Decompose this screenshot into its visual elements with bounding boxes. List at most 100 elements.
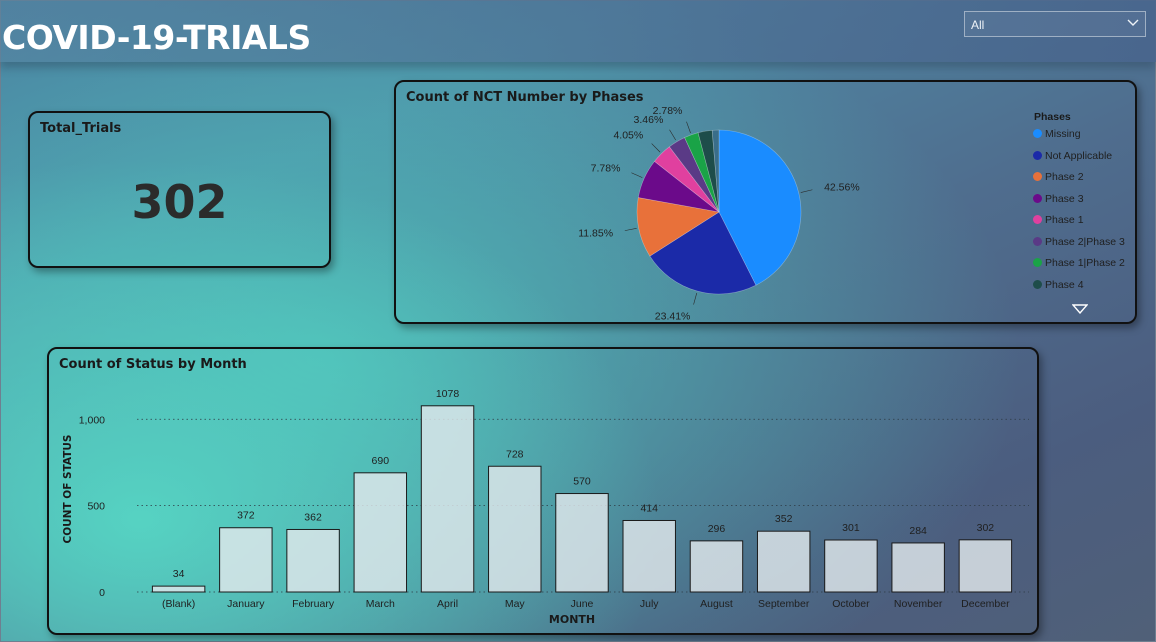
pie-slice-missing[interactable]: [718, 129, 802, 286]
x-tick-label: January: [227, 598, 265, 610]
legend-item-not-applicable[interactable]: Not Applicable: [1033, 150, 1112, 162]
bar-data-label: 302: [977, 522, 995, 534]
x-tick-label: December: [961, 598, 1010, 610]
legend-label: Phase 1|Phase 2: [1045, 257, 1125, 269]
bar-december[interactable]: [958, 539, 1013, 593]
bar-data-label: 34: [173, 568, 185, 580]
bar-data-label: 414: [640, 502, 658, 514]
triangle-down-icon[interactable]: [1072, 304, 1088, 314]
bar-data-label: 728: [506, 448, 524, 460]
x-tick-label: November: [894, 598, 943, 610]
phases-pie-card[interactable]: Count of NCT Number by Phases 42.56% 23.4…: [394, 80, 1137, 324]
pie-data-label: 3.46%: [634, 114, 664, 126]
legend-dot: [1033, 129, 1042, 138]
pie-data-label: 42.56%: [824, 181, 860, 193]
bar-july[interactable]: [622, 519, 676, 593]
bar-chart[interactable]: 0 500 1,000 34 (Blank) 372 January 362 February 6…: [49, 349, 1039, 635]
x-tick-label: May: [505, 598, 526, 610]
pie-leader-line: [693, 292, 698, 305]
bar-august[interactable]: [689, 540, 744, 593]
page-title: COVID-19-TRIALS: [2, 18, 311, 57]
legend-item-phase-4[interactable]: Phase 4: [1033, 279, 1084, 291]
bar-march[interactable]: [353, 472, 408, 593]
legend-item-missing[interactable]: Missing: [1033, 128, 1081, 140]
legend-dot: [1033, 193, 1042, 203]
legend-dot: [1033, 258, 1042, 267]
legend-item-phase-3[interactable]: Phase 3: [1033, 193, 1084, 205]
pie-slice-other[interactable]: [711, 129, 720, 213]
x-tick-label: (Blank): [162, 598, 195, 610]
y-axis-title: COUNT OF STATUS: [62, 435, 74, 544]
kpi-title: Total_Trials: [40, 121, 122, 136]
pie-slice-phase-3[interactable]: [637, 160, 720, 213]
bar-data-label: 352: [775, 513, 793, 525]
pie-chart-title: Count of NCT Number by Phases: [406, 90, 644, 105]
pie-slice-phase-2[interactable]: [636, 197, 720, 257]
header-bar: [0, 0, 1156, 62]
y-tick-label: 1,000: [79, 414, 105, 426]
pie-leader-line: [631, 172, 643, 178]
y-tick-label: 500: [87, 501, 105, 513]
legend-item-phase-1-phase-2[interactable]: Phase 1|Phase 2: [1033, 257, 1125, 269]
pie-slice-not-applicable[interactable]: [649, 211, 757, 295]
legend-dot: [1033, 172, 1042, 181]
status-by-month-card[interactable]: Count of Status by Month 0 500 1,000 34 (Bla…: [47, 347, 1039, 635]
legend-label: Phase 2|Phase 3: [1045, 235, 1125, 248]
legend-label: Phase 4: [1045, 278, 1084, 291]
x-tick-label: October: [832, 598, 870, 610]
bar-data-label: 372: [237, 510, 255, 522]
bar-april[interactable]: [420, 405, 475, 593]
pie-leader-line: [624, 227, 637, 231]
pie-slice-phase-1[interactable]: [654, 146, 720, 213]
bar-june[interactable]: [555, 493, 609, 593]
kpi-value: 302: [131, 175, 228, 229]
pie-chart[interactable]: 42.56% 23.41% 11.85% 7.78% 4.05% 3.46%2.78%: [396, 82, 1137, 324]
legend-item-phase-2-phase-3[interactable]: Phase 2|Phase 3: [1033, 236, 1125, 248]
legend-dot: [1033, 279, 1042, 289]
pie-slice-phase-4[interactable]: [697, 129, 720, 213]
legend-label: Phase 1: [1045, 214, 1084, 226]
bar-september[interactable]: [756, 530, 811, 593]
legend-dot: [1033, 150, 1042, 160]
pie-slice-phase-1-phase-2[interactable]: [684, 132, 720, 213]
total-trials-card[interactable]: Total_Trials 302: [28, 111, 331, 268]
x-tick-label: February: [292, 598, 335, 610]
bar-chart-title: Count of Status by Month: [59, 357, 247, 372]
bar-data-label: 1078: [436, 388, 460, 400]
pie-data-label: 11.85%: [578, 227, 613, 239]
phase-filter-dropdown[interactable]: All: [964, 11, 1146, 37]
pie-slice-phase-2-phase-3[interactable]: [668, 137, 720, 213]
x-axis-title: MONTH: [549, 613, 595, 626]
legend-title: Phases: [1034, 111, 1071, 123]
x-tick-label: March: [366, 598, 395, 610]
bar-data-label: 296: [708, 523, 726, 535]
x-tick-label: August: [700, 598, 733, 610]
pie-leader-line: [800, 189, 813, 193]
pie-leader-line: [669, 129, 676, 141]
dropdown-selected-value: All: [971, 18, 985, 32]
bar-data-label: 362: [304, 511, 322, 523]
legend-label: Not Applicable: [1045, 149, 1113, 162]
bar-february[interactable]: [286, 528, 340, 593]
legend-item-phase-2[interactable]: Phase 2: [1033, 171, 1084, 183]
y-tick-label: 0: [99, 587, 105, 599]
pie-data-label: 23.41%: [655, 311, 691, 323]
pie-data-label: 4.05%: [613, 130, 643, 142]
bar-data-label: 284: [909, 525, 927, 537]
legend-dot: [1033, 215, 1042, 224]
pie-leader-line: [686, 121, 691, 134]
bar-january[interactable]: [219, 527, 273, 593]
pie-leader-line: [651, 143, 661, 153]
pie-data-label: 7.78%: [591, 162, 621, 174]
bar-data-label: 301: [842, 522, 860, 534]
legend-label: Phase 2: [1045, 171, 1084, 183]
x-tick-label: September: [758, 598, 810, 610]
bar-october[interactable]: [824, 539, 878, 593]
bar-may[interactable]: [488, 465, 542, 593]
pie-data-label: 2.78%: [653, 105, 683, 117]
bar-data-label: 570: [573, 476, 591, 488]
legend-item-phase-1[interactable]: Phase 1: [1033, 214, 1084, 226]
bar-blank[interactable]: [151, 585, 206, 593]
bar-november[interactable]: [891, 542, 945, 593]
legend-label: Phase 3: [1045, 192, 1084, 205]
